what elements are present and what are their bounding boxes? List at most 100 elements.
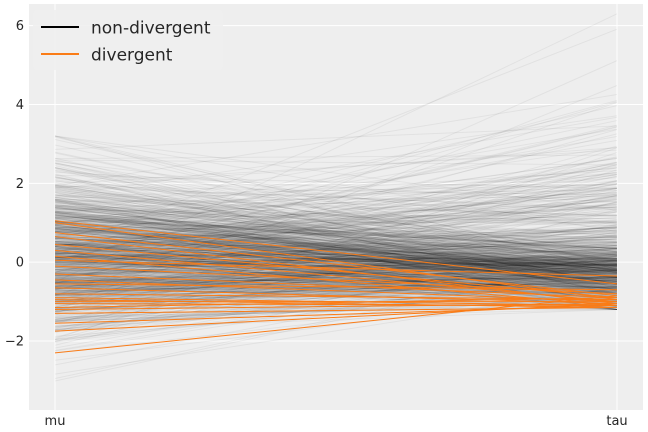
non-divergent-line bbox=[54, 133, 618, 273]
non-divergent-line bbox=[54, 160, 618, 230]
non-divergent-line bbox=[54, 13, 618, 283]
non-divergent-line bbox=[54, 280, 618, 308]
non-divergent-line bbox=[54, 211, 618, 254]
non-divergent-line bbox=[54, 266, 618, 289]
non-divergent-line bbox=[54, 238, 618, 263]
non-divergent-line bbox=[54, 275, 618, 303]
non-divergent-line bbox=[54, 201, 618, 343]
non-divergent-line bbox=[54, 220, 618, 323]
non-divergent-line bbox=[54, 250, 618, 259]
non-divergent-line bbox=[54, 197, 618, 284]
non-divergent-line bbox=[54, 187, 618, 259]
non-divergent-line bbox=[54, 249, 618, 294]
non-divergent-line bbox=[54, 217, 618, 307]
non-divergent-line bbox=[54, 146, 618, 226]
non-divergent-line bbox=[54, 174, 618, 190]
non-divergent-line bbox=[54, 204, 618, 259]
non-divergent-line bbox=[54, 276, 618, 289]
non-divergent-line bbox=[54, 265, 618, 293]
non-divergent-line bbox=[54, 243, 618, 283]
non-divergent-line bbox=[54, 180, 618, 270]
non-divergent-line bbox=[54, 227, 618, 268]
non-divergent-line bbox=[54, 235, 618, 271]
non-divergent-line bbox=[54, 268, 618, 275]
non-divergent-line bbox=[54, 200, 618, 278]
non-divergent-line bbox=[54, 260, 618, 288]
non-divergent-line bbox=[54, 277, 618, 309]
non-divergent-line bbox=[54, 235, 618, 244]
non-divergent-line bbox=[54, 273, 618, 294]
non-divergent-line bbox=[54, 237, 618, 293]
non-divergent-line bbox=[54, 169, 618, 224]
non-divergent-line bbox=[54, 209, 618, 247]
non-divergent-line bbox=[54, 236, 618, 280]
non-divergent-line bbox=[54, 152, 618, 340]
non-divergent-line bbox=[54, 228, 618, 255]
non-divergent-line bbox=[54, 251, 618, 267]
non-divergent-line bbox=[54, 243, 618, 278]
non-divergent-line bbox=[54, 237, 618, 265]
non-divergent-line bbox=[54, 258, 618, 275]
non-divergent-line bbox=[54, 231, 618, 270]
non-divergent-line bbox=[54, 210, 618, 285]
non-divergent-line bbox=[54, 126, 618, 261]
non-divergent-line bbox=[54, 263, 618, 268]
divergent-line bbox=[54, 249, 618, 303]
non-divergent-line bbox=[54, 263, 618, 280]
non-divergent-line bbox=[54, 264, 618, 322]
non-divergent-line bbox=[54, 180, 618, 245]
non-divergent-line bbox=[54, 205, 618, 301]
divergent-line bbox=[54, 293, 618, 301]
non-divergent-line bbox=[54, 227, 618, 293]
non-divergent-line bbox=[54, 261, 618, 288]
non-divergent-line bbox=[54, 218, 618, 278]
non-divergent-line bbox=[54, 248, 618, 270]
y-tick-label: 0 bbox=[16, 256, 24, 271]
non-divergent-line bbox=[54, 193, 618, 250]
non-divergent-line bbox=[54, 240, 618, 260]
non-divergent-line bbox=[54, 199, 618, 216]
non-divergent-line bbox=[54, 194, 618, 226]
non-divergent-line bbox=[54, 225, 618, 272]
non-divergent-line bbox=[54, 190, 618, 256]
non-divergent-line bbox=[54, 236, 618, 283]
non-divergent-line bbox=[54, 171, 618, 203]
non-divergent-line bbox=[54, 192, 618, 262]
non-divergent-line bbox=[54, 248, 618, 301]
non-divergent-line bbox=[54, 234, 618, 254]
non-divergent-line bbox=[54, 289, 618, 298]
non-divergent-line bbox=[54, 259, 618, 274]
divergent-lines bbox=[54, 220, 618, 354]
non-divergent-line bbox=[54, 220, 618, 237]
non-divergent-line bbox=[54, 192, 618, 283]
non-divergent-line bbox=[54, 241, 618, 260]
divergent-line bbox=[54, 279, 618, 303]
non-divergent-line bbox=[54, 184, 618, 197]
non-divergent-line bbox=[54, 273, 618, 291]
legend-label-non-divergent: non-divergent bbox=[91, 19, 211, 39]
non-divergent-line bbox=[54, 170, 618, 261]
non-divergent-line bbox=[54, 212, 618, 272]
non-divergent-line bbox=[54, 207, 618, 272]
non-divergent-line bbox=[54, 157, 618, 291]
non-divergent-line bbox=[54, 217, 618, 245]
non-divergent-line bbox=[54, 209, 618, 286]
non-divergent-line bbox=[54, 206, 618, 236]
non-divergent-line bbox=[54, 207, 618, 268]
non-divergent-line bbox=[54, 259, 618, 285]
non-divergent-line bbox=[54, 221, 618, 224]
non-divergent-line bbox=[54, 243, 618, 260]
non-divergent-line bbox=[54, 240, 618, 284]
non-divergent-line bbox=[54, 224, 618, 295]
non-divergent-line bbox=[54, 211, 618, 271]
non-divergent-line bbox=[54, 266, 618, 330]
non-divergent-line bbox=[54, 253, 618, 274]
non-divergent-line bbox=[54, 273, 618, 284]
non-divergent-line bbox=[54, 212, 618, 251]
non-divergent-line bbox=[54, 253, 618, 277]
non-divergent-line bbox=[54, 233, 618, 264]
non-divergent-line bbox=[54, 213, 618, 281]
non-divergent-line bbox=[54, 267, 618, 280]
non-divergent-line bbox=[54, 227, 618, 235]
non-divergent-line bbox=[54, 204, 618, 259]
